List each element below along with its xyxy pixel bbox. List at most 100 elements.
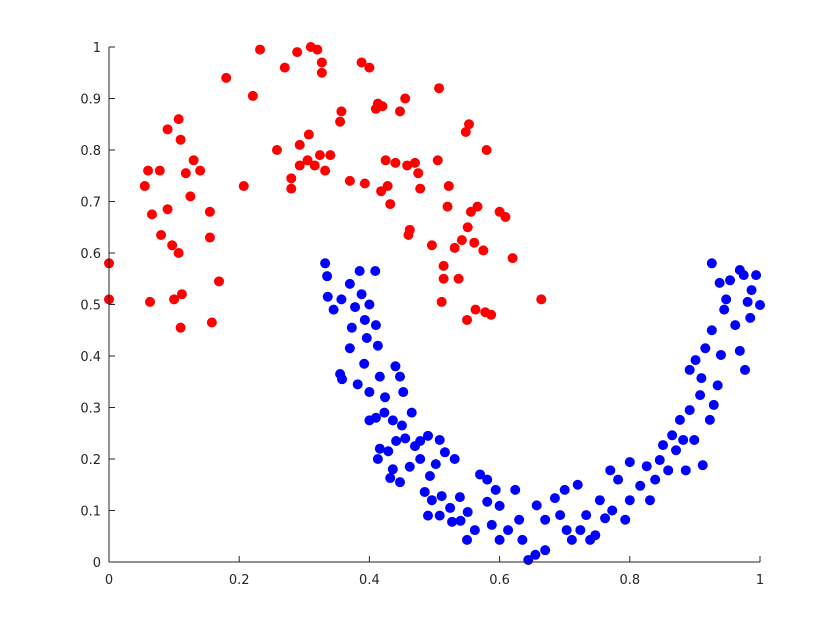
scatter-point (188, 155, 199, 166)
scatter-point (690, 355, 701, 366)
scatter-point (678, 434, 689, 445)
scatter-point (517, 534, 528, 545)
scatter-point (755, 300, 765, 311)
scatter-point (394, 371, 405, 382)
scatter-point (434, 83, 445, 94)
scatter-point (434, 434, 445, 445)
scatter-point (510, 484, 521, 495)
scatter-point (185, 191, 196, 202)
scatter-point (494, 500, 505, 511)
scatter-point (344, 343, 355, 354)
scatter-point (432, 155, 443, 166)
scatter-point (271, 145, 282, 155)
scatter-point (740, 364, 751, 375)
scatter-point (370, 320, 381, 331)
scatter-point (426, 495, 437, 506)
scatter-point (438, 273, 449, 284)
scatter-point (325, 150, 336, 161)
scatter-point (439, 447, 450, 458)
scatter-point (195, 165, 206, 176)
scatter-point (715, 349, 726, 360)
scatter-point (204, 206, 215, 217)
scatter-point (708, 399, 719, 410)
scatter-point (143, 165, 154, 176)
scatter-point (469, 525, 480, 536)
scatter-point (494, 534, 505, 545)
scatter-point (404, 224, 415, 235)
scatter-point (206, 317, 217, 328)
scatter-point (391, 435, 402, 446)
scatter-point (695, 390, 706, 401)
x-tick-label: 1 (756, 573, 764, 588)
x-tick-label: 0 (105, 573, 113, 588)
scatter-point (390, 157, 401, 168)
scatter-point (312, 44, 323, 55)
scatter-point (286, 173, 297, 184)
scatter-point (169, 294, 180, 305)
scatter-point (173, 248, 184, 258)
scatter-point (162, 124, 173, 135)
scatter-point (406, 407, 417, 418)
scatter-point (146, 209, 157, 220)
scatter-point (436, 296, 447, 307)
scatter-point (279, 62, 290, 73)
scatter-point (374, 371, 385, 382)
scatter-point (449, 454, 460, 464)
scatter-point (238, 181, 249, 192)
scatter-point (316, 57, 327, 68)
scatter-point (344, 278, 355, 289)
scatter-point (356, 289, 367, 300)
scatter-point (680, 465, 691, 476)
scatter-point (581, 510, 592, 521)
scatter-point (302, 155, 313, 166)
scatter-point (447, 516, 458, 527)
scatter-point (383, 446, 394, 457)
scatter-point (394, 477, 405, 488)
y-tick-label: 0.6 (80, 247, 101, 262)
scatter-point (154, 165, 165, 176)
scatter-point (540, 514, 551, 525)
scatter-point (374, 443, 385, 454)
scatter-point (566, 534, 577, 545)
scatter-point (379, 407, 390, 418)
scatter-point (742, 296, 753, 307)
scatter-point (419, 486, 430, 497)
scatter-point (364, 387, 375, 398)
scatter-point (294, 160, 305, 171)
scatter-point (663, 465, 674, 476)
scatter-point (390, 361, 401, 372)
scatter-point (575, 525, 586, 536)
scatter-point (500, 211, 511, 222)
scatter-point (145, 296, 156, 307)
scatter-point (475, 469, 486, 480)
y-tick-label: 0 (93, 556, 101, 571)
scatter-point (549, 493, 560, 504)
scatter-point (346, 322, 357, 333)
scatter-point (385, 473, 396, 484)
scatter-point (364, 415, 375, 426)
scatter-point (352, 379, 363, 390)
x-tick-label: 0.8 (619, 573, 640, 588)
scatter-point (624, 495, 635, 506)
scatter-point (385, 199, 396, 210)
scatter-point (434, 510, 445, 521)
scatter-point (442, 201, 453, 212)
scatter-point (336, 106, 347, 117)
scatter-point (746, 285, 757, 296)
y-tick-label: 0.2 (80, 453, 101, 468)
scatter-point (156, 229, 167, 240)
y-tick-label: 0.5 (80, 299, 101, 314)
scatter-point (443, 181, 454, 192)
scatter-point (540, 545, 551, 556)
scatter-point (486, 309, 497, 320)
scatter-point (409, 157, 420, 168)
scatter-point (555, 510, 566, 521)
scatter-point (400, 433, 411, 444)
scatter-point (460, 126, 471, 137)
scatter-point (641, 461, 652, 472)
scatter-point (309, 160, 320, 171)
scatter-point (422, 510, 433, 521)
scatter-point (455, 515, 466, 526)
scatter-point (745, 312, 756, 323)
scatter-point (380, 392, 391, 403)
